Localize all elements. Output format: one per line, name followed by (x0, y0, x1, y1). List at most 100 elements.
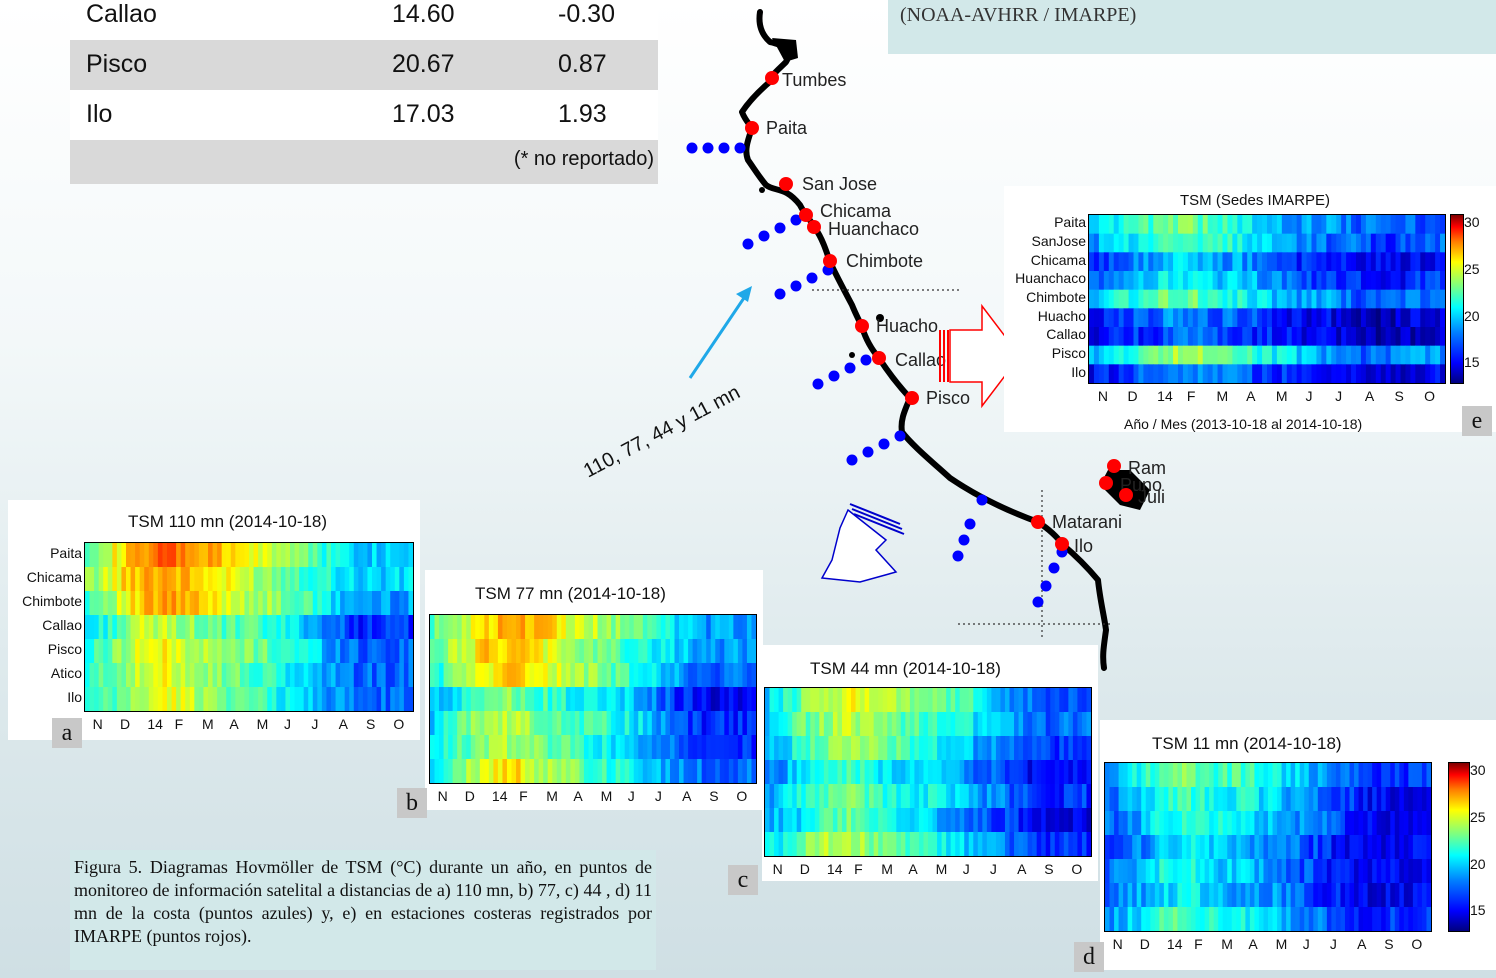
heatmap-cell (1054, 736, 1060, 761)
heatmap-cell (905, 712, 911, 737)
heatmap-cell (1412, 883, 1419, 908)
heatmap-cell (1381, 907, 1387, 931)
heatmap-cell (1321, 215, 1327, 235)
heatmap-cell (1187, 233, 1194, 253)
heatmap-cell (991, 784, 997, 809)
heatmap-cell (372, 591, 378, 616)
heatmap-cell (1286, 215, 1293, 235)
heatmap-cell (493, 711, 499, 736)
heatmap-cell (1385, 271, 1392, 291)
heatmap-cell (299, 567, 305, 592)
heatmap-cell (1200, 763, 1206, 788)
heatmap-cell (1349, 811, 1355, 836)
colorbar-tick-label: 25 (1470, 809, 1486, 825)
heatmap-cell (964, 712, 970, 737)
heatmap-cell (203, 543, 209, 568)
x-tick-label: J (962, 861, 970, 877)
heatmap-cell (212, 567, 218, 592)
heatmap-cell (1186, 763, 1192, 788)
heatmap-cell (1187, 252, 1194, 272)
heatmap-cell (1356, 289, 1362, 309)
heatmap-cell (1018, 760, 1024, 785)
x-tick-label: M (202, 716, 214, 732)
heatmap-cell (1271, 215, 1278, 235)
heatmap-cell (1380, 289, 1387, 309)
row-label: Chicama (1030, 251, 1086, 268)
heatmap-cell (1103, 252, 1110, 272)
heatmap-cell (1286, 787, 1292, 812)
heatmap-cell (1173, 289, 1179, 309)
heatmap-cell (1349, 859, 1355, 884)
heatmap-cell (208, 615, 214, 640)
heatmap-cell (1405, 215, 1411, 235)
heatmap-cell (1304, 763, 1310, 788)
heatmap-cell (1127, 907, 1133, 931)
heatmap-cell (1286, 289, 1293, 309)
heatmap-cell (869, 688, 875, 713)
heatmap-cell (1138, 345, 1144, 365)
heatmap-cell (1172, 787, 1179, 812)
heatmap-cell (1425, 308, 1431, 328)
heatmap-cell (547, 735, 553, 760)
heatmap-cell (1340, 907, 1346, 931)
heatmap-cell (1141, 883, 1147, 908)
heatmap-cell (1232, 308, 1238, 328)
heatmap-cell (303, 663, 309, 688)
heatmap-cell (706, 759, 712, 783)
heatmap-cell (326, 639, 332, 664)
heatmap-cell (1081, 832, 1088, 856)
heatmap-cell (1014, 712, 1020, 737)
heatmap-cell (1385, 835, 1391, 860)
heatmap-cell (1276, 327, 1283, 347)
heatmap-cell (1197, 289, 1204, 309)
heatmap-cell (796, 736, 802, 761)
heatmap-cell (1425, 271, 1431, 291)
satellite-point (952, 550, 964, 562)
heatmap-cell (525, 663, 531, 688)
heatmap-cell (321, 543, 328, 568)
heatmap-cell (475, 759, 481, 783)
heatmap-cell (891, 712, 897, 737)
heatmap-cell (1263, 883, 1269, 908)
heatmap-cell (1440, 289, 1445, 309)
heatmap-cell (1395, 252, 1402, 272)
heatmap-cell (1113, 271, 1120, 291)
heatmap-cell (1103, 345, 1110, 365)
heatmap-cell (239, 591, 246, 616)
heatmap-cell (1128, 215, 1135, 235)
heatmap-cell (1356, 364, 1362, 383)
heatmap-cell (1267, 215, 1273, 235)
heatmap-cell (937, 808, 943, 833)
panel-c: TSM 44 mn (2014-10-18) N D 14 F M A M J J A S O c (728, 645, 1098, 895)
heatmap-cell (321, 639, 328, 664)
heatmap-cell (1354, 787, 1360, 812)
heatmap-cell (1271, 271, 1278, 291)
heatmap-cell (1150, 859, 1156, 884)
heatmap-cell (1173, 271, 1179, 291)
heatmap-cell (1148, 327, 1154, 347)
heatmap-cell (1218, 883, 1224, 908)
heatmap-cell (448, 687, 454, 712)
heatmap-cell (1290, 763, 1296, 788)
heatmap-cell (1299, 763, 1305, 788)
heatmap-cell (353, 615, 359, 640)
heatmap-cell (547, 615, 553, 640)
heatmap-cell (408, 663, 413, 688)
heatmap-cell (991, 760, 997, 785)
heatmap-cell (1197, 327, 1204, 347)
heatmap-cell (1277, 811, 1283, 836)
heatmap-cell (1290, 907, 1296, 931)
heatmap-cell (1326, 233, 1332, 253)
heatmap-cell (837, 760, 843, 785)
heatmap-cell (982, 784, 988, 809)
heatmap-cell (1148, 364, 1154, 383)
heatmap-cell (103, 687, 109, 711)
heatmap-cell (611, 735, 617, 760)
heatmap-cell (1313, 787, 1319, 812)
heatmap-cell (1326, 364, 1332, 383)
heatmap-cell (579, 639, 585, 664)
heatmap-cell (1408, 787, 1414, 812)
heatmap-cell (774, 760, 780, 785)
heatmap-cell (89, 567, 95, 592)
heatmap-cell (98, 615, 104, 640)
